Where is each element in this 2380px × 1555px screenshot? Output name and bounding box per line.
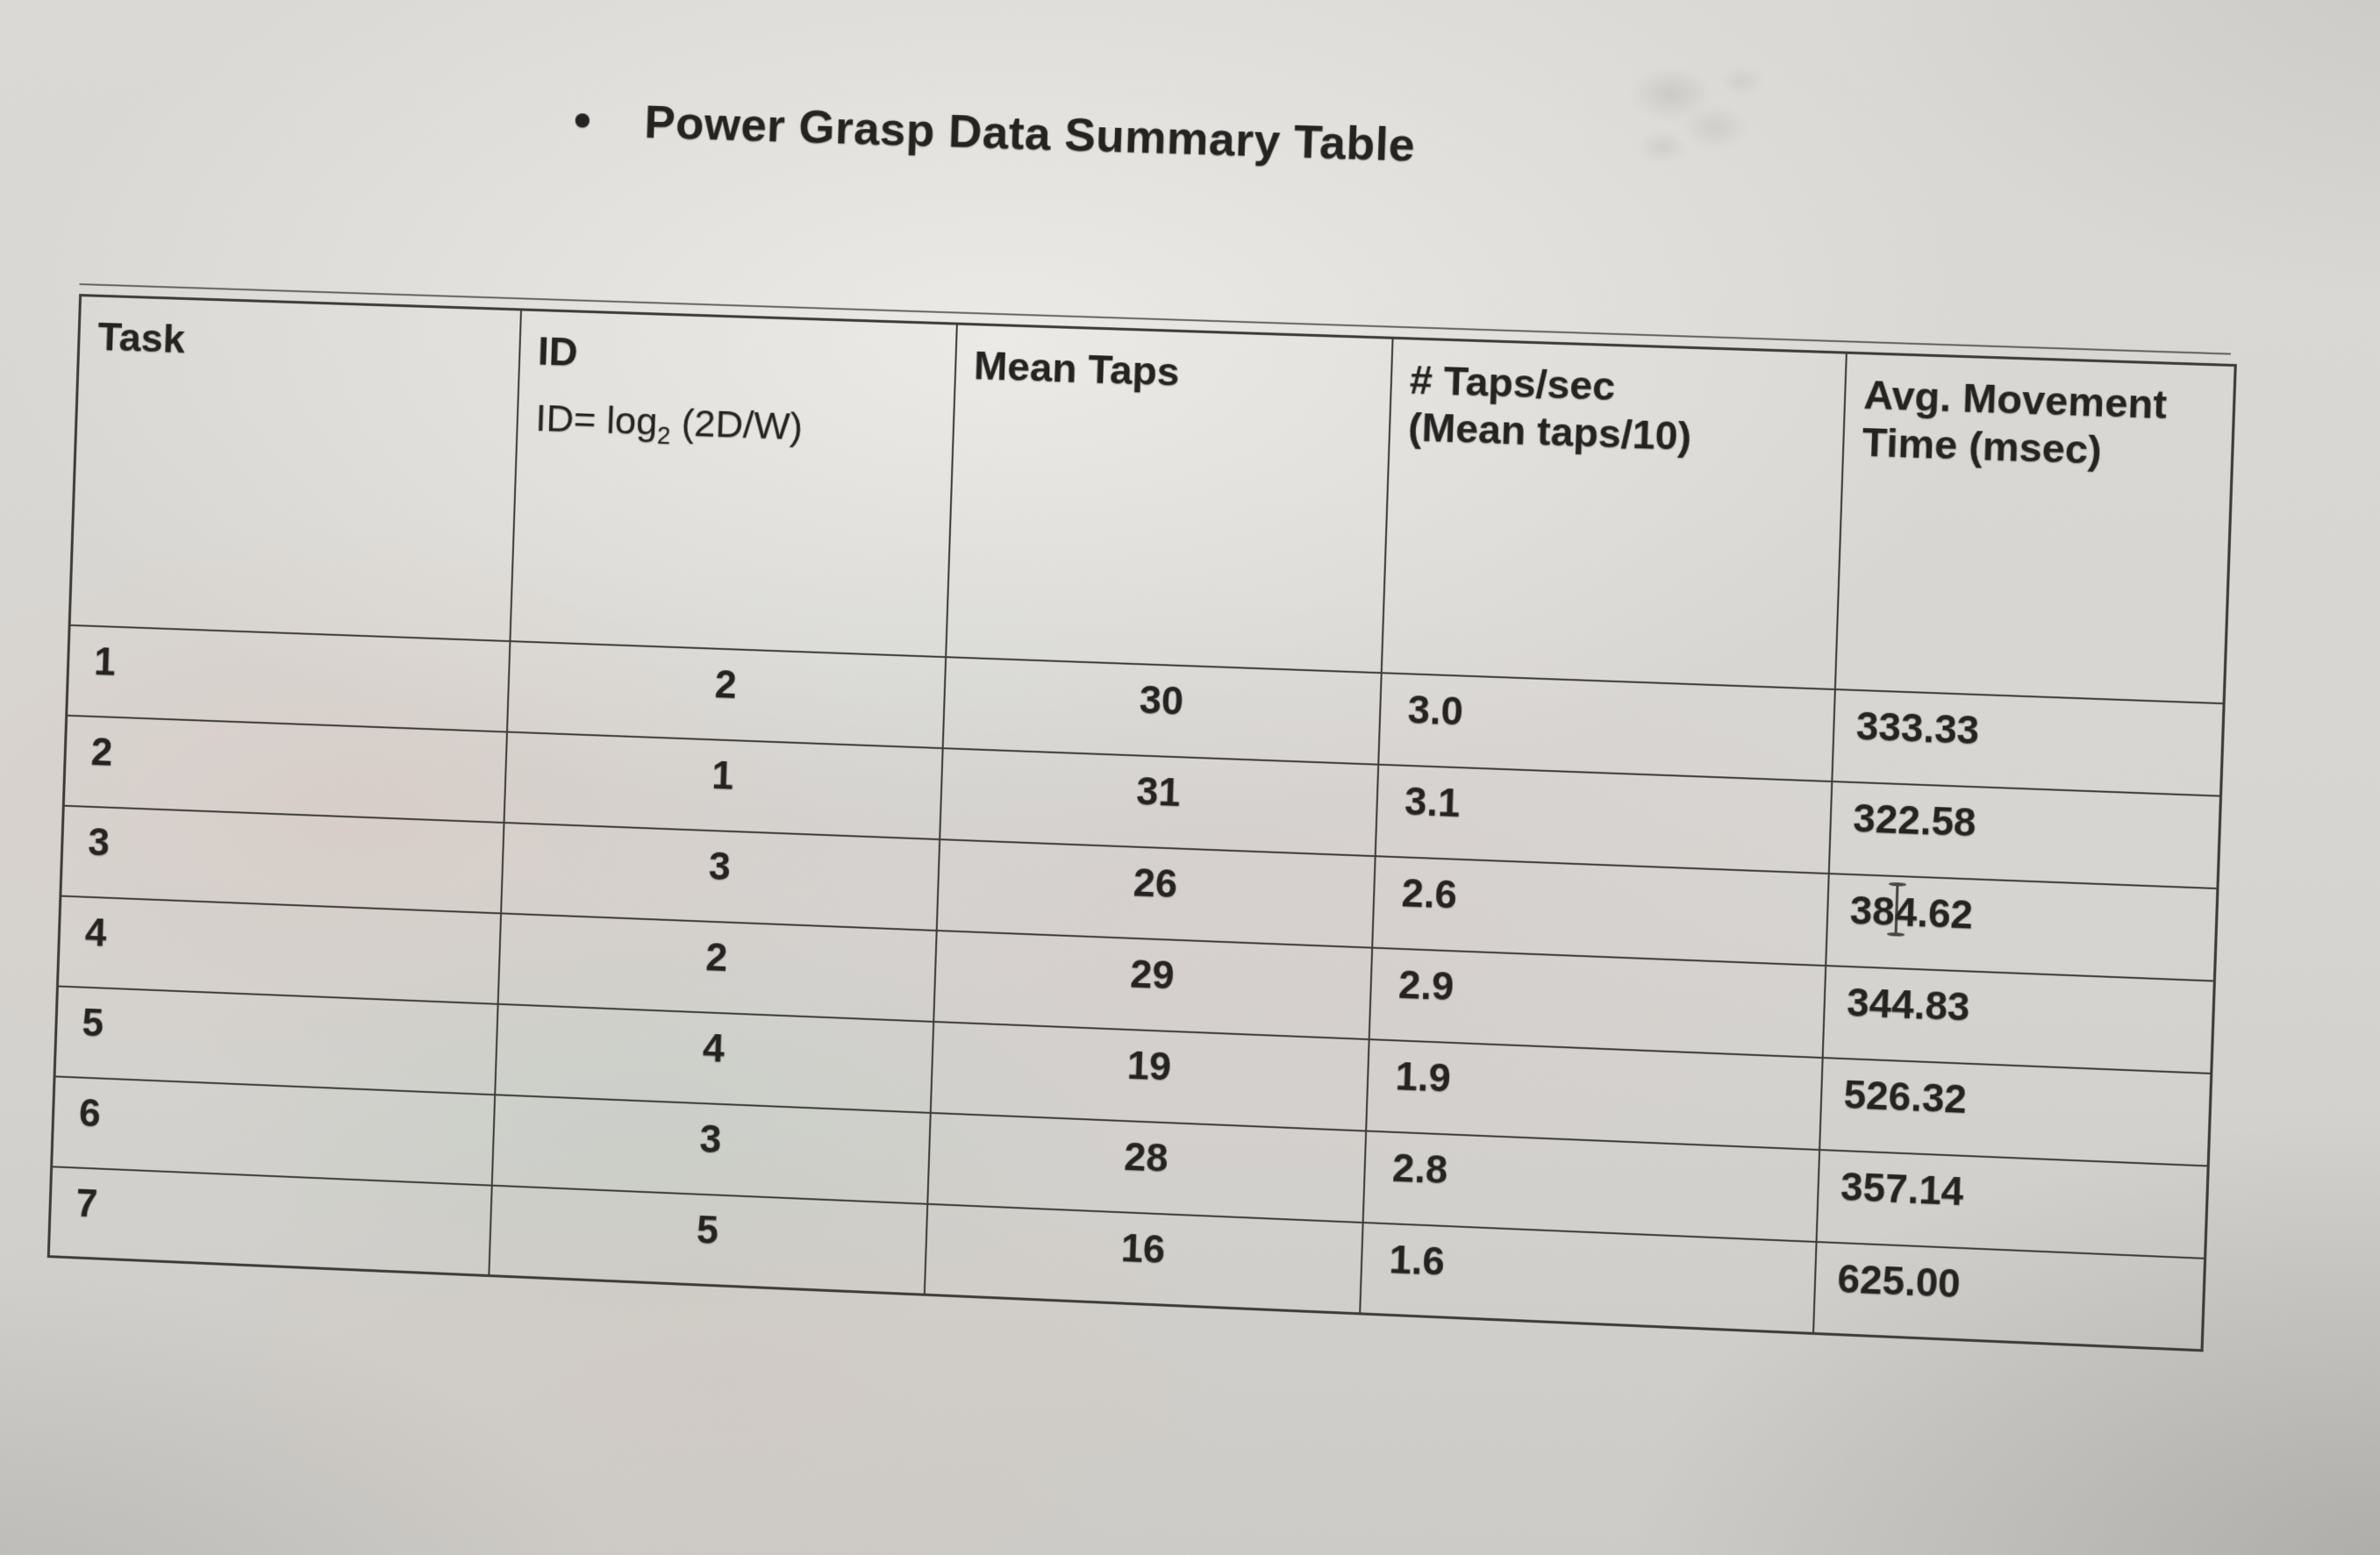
cell-id[interactable]: 1 <box>504 731 943 839</box>
text-cursor-ibeam <box>1882 881 1909 936</box>
cell-task[interactable]: 1 <box>66 624 510 732</box>
cell-mean-taps[interactable]: 19 <box>930 1021 1369 1131</box>
cell-taps-per-sec[interactable]: 3.1 <box>1375 764 1832 874</box>
cell-avg-movement-time[interactable]: 384.62 <box>1825 873 2218 981</box>
summary-table: Task ID ID= log2 (2D/W) Mean Taps # Taps… <box>46 294 2237 1352</box>
cell-id[interactable]: 4 <box>494 1003 933 1113</box>
cell-taps-per-sec[interactable]: 2.9 <box>1369 947 1826 1058</box>
cell-id[interactable]: 2 <box>506 640 946 748</box>
col-header-mean-taps[interactable]: Mean Taps <box>945 324 1393 673</box>
cell-taps-per-sec[interactable]: 2.6 <box>1371 855 1829 966</box>
screen-smudge <box>1619 48 1794 180</box>
summary-table-wrap: Task ID ID= log2 (2D/W) Mean Taps # Taps… <box>46 294 2237 1352</box>
cell-avg-movement-time[interactable]: 333.33 <box>1831 688 2225 796</box>
cell-id[interactable]: 3 <box>500 822 940 931</box>
cell-avg-movement-time[interactable]: 344.83 <box>1822 965 2215 1074</box>
cell-mean-taps[interactable]: 16 <box>924 1203 1363 1314</box>
cell-taps-per-sec[interactable]: 1.6 <box>1359 1222 1817 1334</box>
col-header-task-label: Task <box>96 313 186 362</box>
id-formula: ID= log2 (2D/W) <box>534 396 804 449</box>
cell-task[interactable]: 7 <box>48 1166 492 1276</box>
cell-mean-taps[interactable]: 30 <box>942 656 1382 765</box>
cell-id[interactable]: 5 <box>488 1185 927 1295</box>
col-header-id-label: ID <box>537 328 579 374</box>
list-bullet-icon <box>575 113 590 128</box>
col-header-task[interactable]: Task <box>69 295 521 641</box>
cell-task[interactable]: 3 <box>60 805 504 913</box>
cell-task[interactable]: 4 <box>57 895 501 1004</box>
cell-task[interactable]: 2 <box>63 715 507 823</box>
col-header-id[interactable]: ID ID= log2 (2D/W) <box>509 309 957 657</box>
col-header-mean-taps-label: Mean Taps <box>973 342 1181 395</box>
cell-avg-movement-time[interactable]: 357.14 <box>1816 1149 2209 1259</box>
cell-taps-per-sec[interactable]: 3.0 <box>1377 672 1835 781</box>
cell-id[interactable]: 2 <box>497 912 937 1022</box>
cell-mean-taps[interactable]: 31 <box>939 747 1378 856</box>
cell-avg-movement-time[interactable]: 625.00 <box>1812 1241 2205 1351</box>
cell-avg-movement-time[interactable]: 322.58 <box>1828 781 2221 888</box>
cell-avg-movement-time[interactable]: 526.32 <box>1819 1057 2212 1166</box>
cell-mean-taps[interactable]: 26 <box>936 838 1376 948</box>
col-header-avg-movement-time[interactable]: Avg. Movement Time (msec) <box>1834 353 2236 703</box>
col-header-taps-per-sec[interactable]: # Taps/sec (Mean taps/10) <box>1381 338 1847 689</box>
cell-mean-taps[interactable]: 29 <box>933 930 1372 1039</box>
